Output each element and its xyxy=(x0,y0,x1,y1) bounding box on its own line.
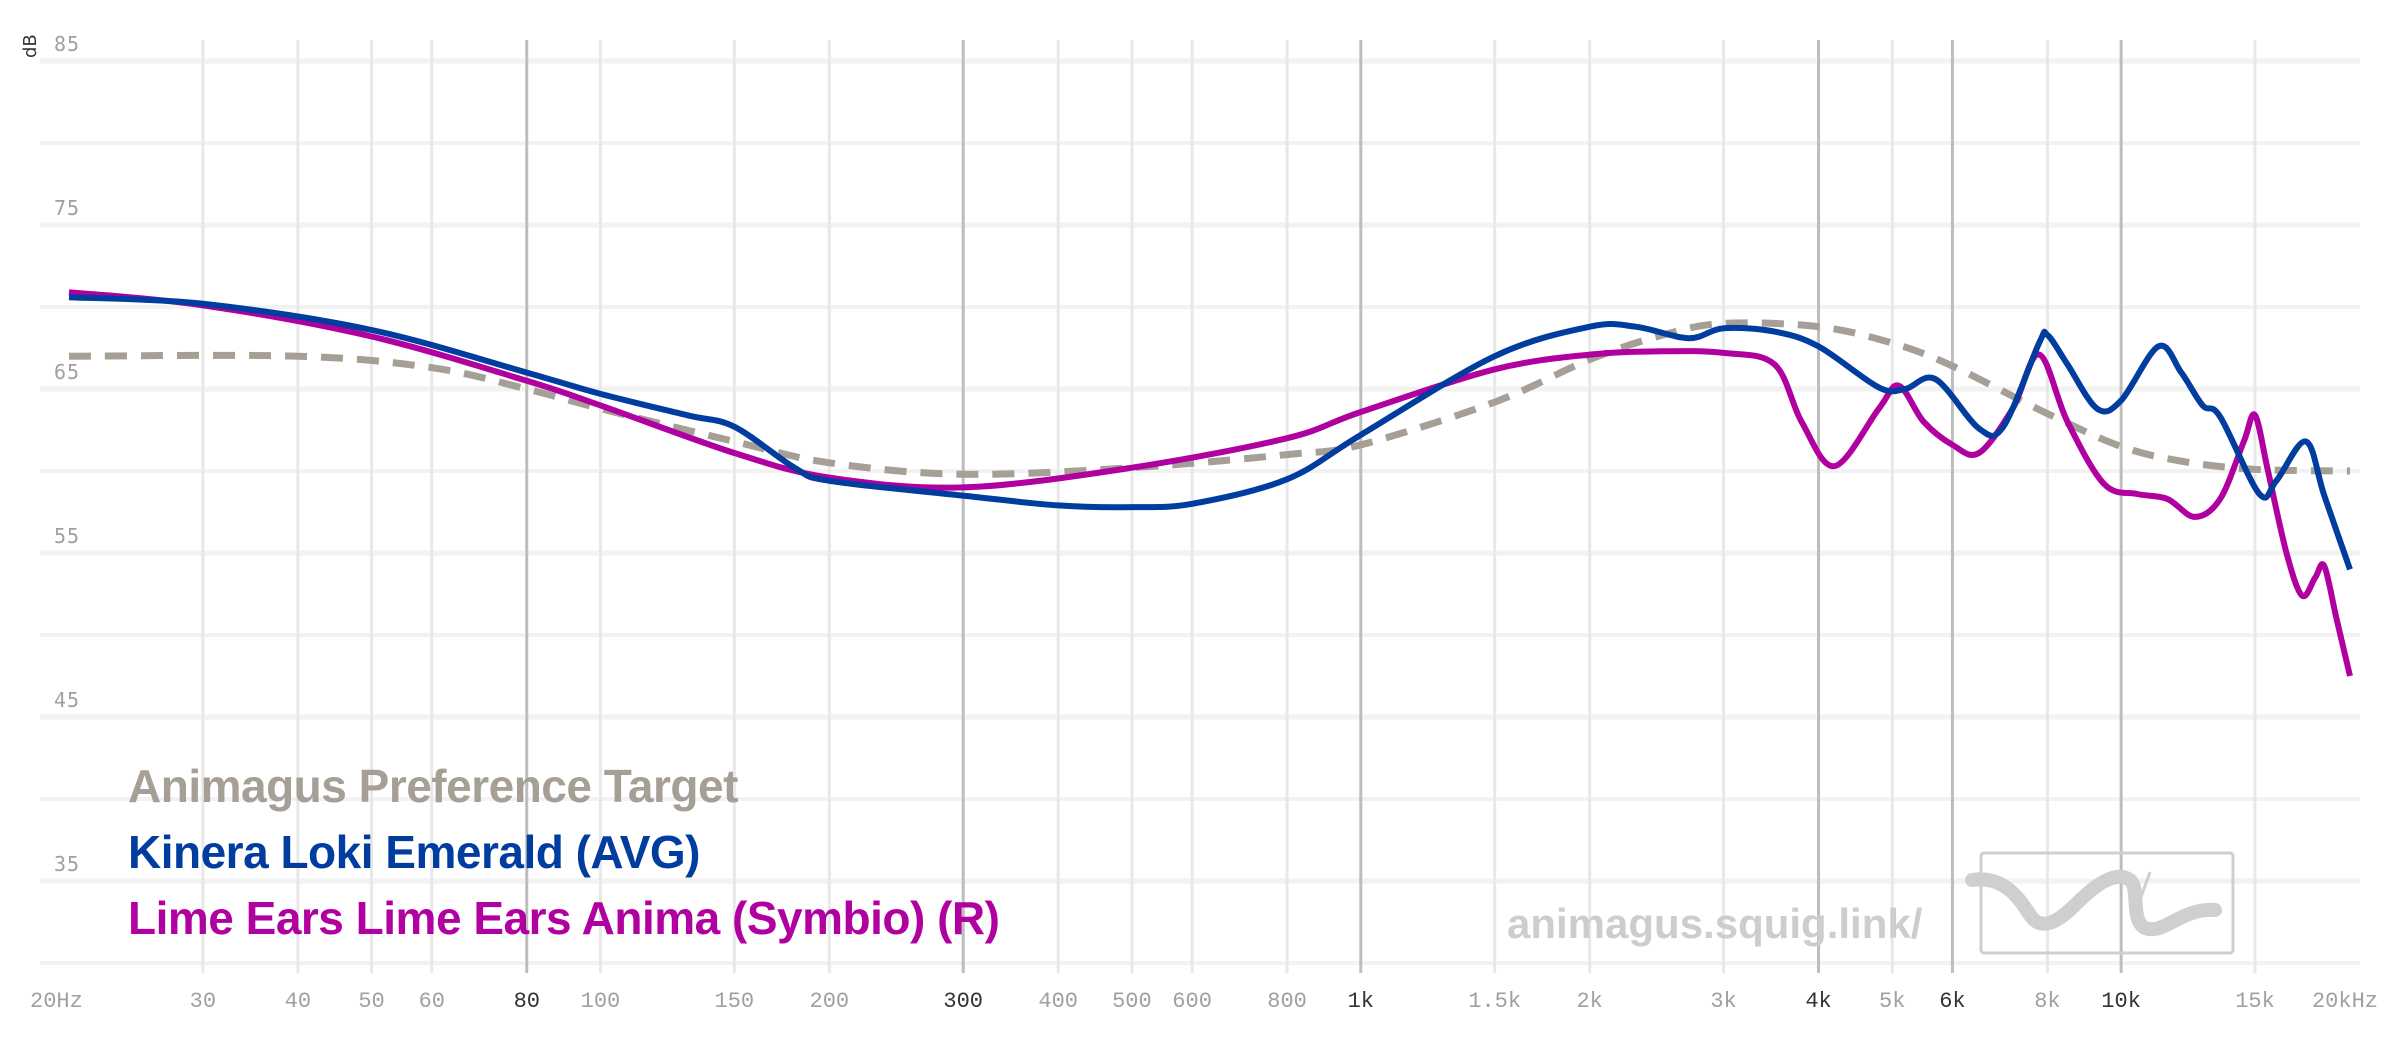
x-tick-label: 60 xyxy=(419,989,445,1014)
kinera-curve[interactable] xyxy=(68,294,2353,571)
x-tick-label: 40 xyxy=(285,989,311,1014)
x-tick-label: 50 xyxy=(358,989,384,1014)
x-tick-label: 5k xyxy=(1879,989,1905,1014)
legend-item-target[interactable]: Animagus Preference Target xyxy=(128,763,738,809)
lime-ears-curve[interactable] xyxy=(68,289,2353,677)
x-tick-label: 30 xyxy=(190,989,216,1014)
legend-item-lime-ears[interactable]: Lime Ears Lime Ears Anima (Symbio) (R) xyxy=(128,892,1000,944)
x-tick-label: 6k xyxy=(1939,989,1965,1014)
watermark-text: animagus.squig.link/ xyxy=(1507,900,1923,947)
x-tick-label: 20kHz xyxy=(2312,989,2378,1014)
x-tick-label: 20Hz xyxy=(30,989,83,1014)
x-tick-label: 15k xyxy=(2235,989,2275,1014)
x-tick-label: 400 xyxy=(1038,989,1078,1014)
x-tick-label: 150 xyxy=(715,989,755,1014)
x-tick-label: 80 xyxy=(514,989,540,1014)
legend-label: Animagus Preference Target xyxy=(128,760,738,812)
y-tick-label: 35 xyxy=(54,852,80,876)
chart-grid xyxy=(40,40,2360,973)
y-tick-label: 45 xyxy=(54,688,80,712)
x-tick-label: 8k xyxy=(2034,989,2060,1014)
y-tick-label: 85 xyxy=(54,32,80,56)
x-tick-label: 1k xyxy=(1348,989,1374,1014)
target-curve[interactable] xyxy=(68,319,2351,478)
legend-label: Lime Ears Lime Ears Anima (Symbio) (R) xyxy=(128,892,1000,944)
y-tick-label: 55 xyxy=(54,524,80,548)
y-axis-unit-label: dB xyxy=(20,34,41,58)
axis-labels: 85 75 65 55 45 35 20Hz 30 40 50 60 80 100 150 200 300 40… xyxy=(30,32,2378,1014)
x-tick-label: 800 xyxy=(1267,989,1307,1014)
x-tick-label: 2k xyxy=(1576,989,1602,1014)
legend-item-kinera[interactable]: Kinera Loki Emerald (AVG) xyxy=(128,826,701,878)
x-tick-label: 600 xyxy=(1172,989,1212,1014)
x-tick-label: 100 xyxy=(581,989,621,1014)
x-tick-label: 4k xyxy=(1805,989,1831,1014)
legend-label: Kinera Loki Emerald (AVG) xyxy=(128,826,701,878)
x-tick-label: 300 xyxy=(943,989,983,1014)
x-tick-label: 10k xyxy=(2101,989,2141,1014)
x-tick-label: 200 xyxy=(810,989,850,1014)
x-tick-label: 1.5k xyxy=(1468,989,1521,1014)
y-tick-label: 75 xyxy=(54,196,80,220)
x-tick-label: 3k xyxy=(1710,989,1736,1014)
curves xyxy=(68,289,2353,677)
x-tick-label: 500 xyxy=(1112,989,1152,1014)
y-tick-label: 65 xyxy=(54,360,80,384)
squiggle-logo-icon xyxy=(1965,851,2235,955)
